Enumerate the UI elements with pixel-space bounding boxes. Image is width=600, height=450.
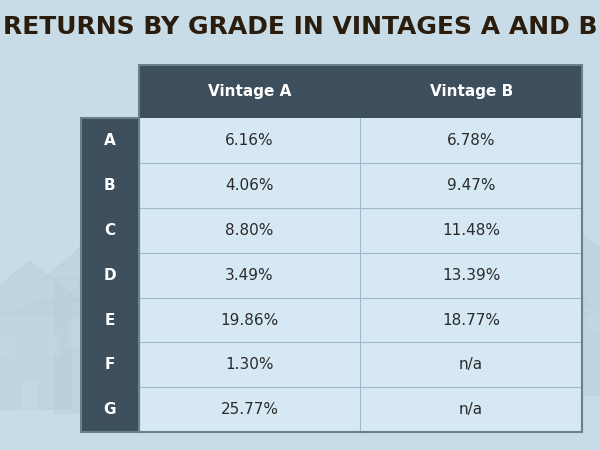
Bar <box>0 302 72 410</box>
Bar <box>54 279 162 414</box>
Bar <box>562 361 578 396</box>
Text: G: G <box>104 402 116 417</box>
Text: 13.39%: 13.39% <box>442 268 500 283</box>
Bar <box>325 295 349 326</box>
Text: E: E <box>104 312 115 328</box>
Text: B: B <box>104 178 116 193</box>
Text: 3.49%: 3.49% <box>225 268 274 283</box>
Text: 6.78%: 6.78% <box>447 133 496 148</box>
Text: n/a: n/a <box>459 402 483 417</box>
Bar <box>424 304 445 333</box>
Text: 19.86%: 19.86% <box>220 312 278 328</box>
Bar <box>0 334 14 356</box>
Bar <box>408 261 528 405</box>
Bar <box>139 163 582 208</box>
Bar <box>46 334 61 356</box>
Bar <box>81 163 139 208</box>
Bar <box>139 65 582 118</box>
Bar <box>139 118 582 163</box>
Polygon shape <box>221 184 379 248</box>
Bar <box>457 364 479 405</box>
Bar <box>81 208 139 253</box>
Bar <box>139 65 582 432</box>
Bar <box>81 118 139 432</box>
Text: F: F <box>104 357 115 372</box>
Text: C: C <box>104 223 115 238</box>
Bar <box>139 387 582 432</box>
Polygon shape <box>512 225 600 270</box>
Bar <box>81 297 139 342</box>
Bar <box>139 297 582 342</box>
Bar <box>588 308 600 333</box>
Polygon shape <box>396 202 540 261</box>
Bar <box>22 379 38 410</box>
Bar <box>491 304 512 333</box>
Bar <box>81 253 139 297</box>
Polygon shape <box>0 261 80 302</box>
Text: 1.30%: 1.30% <box>225 357 274 372</box>
Text: 25.77%: 25.77% <box>220 402 278 417</box>
Bar <box>139 253 582 297</box>
Text: n/a: n/a <box>459 357 483 372</box>
Bar <box>139 342 582 387</box>
Bar <box>288 361 312 405</box>
Text: 11.48%: 11.48% <box>442 223 500 238</box>
Text: 4.06%: 4.06% <box>225 178 274 193</box>
Bar <box>68 320 88 346</box>
Bar <box>81 342 139 387</box>
Bar <box>522 270 600 396</box>
Bar <box>98 376 118 414</box>
Text: 8.80%: 8.80% <box>225 223 274 238</box>
Text: RETURNS BY GRADE IN VINTAGES A AND B: RETURNS BY GRADE IN VINTAGES A AND B <box>3 15 597 39</box>
Text: 9.47%: 9.47% <box>447 178 496 193</box>
Polygon shape <box>0 202 600 315</box>
Polygon shape <box>43 225 173 279</box>
Bar <box>251 295 275 326</box>
Bar <box>81 118 139 163</box>
Bar <box>234 248 366 405</box>
Bar <box>81 387 139 432</box>
Bar <box>139 208 582 253</box>
Text: D: D <box>103 268 116 283</box>
Text: Vintage A: Vintage A <box>208 84 291 99</box>
Bar <box>535 308 552 333</box>
Text: 18.77%: 18.77% <box>442 312 500 328</box>
Text: A: A <box>104 133 116 148</box>
Text: Vintage B: Vintage B <box>430 84 513 99</box>
Bar <box>128 320 148 346</box>
Text: 6.16%: 6.16% <box>225 133 274 148</box>
